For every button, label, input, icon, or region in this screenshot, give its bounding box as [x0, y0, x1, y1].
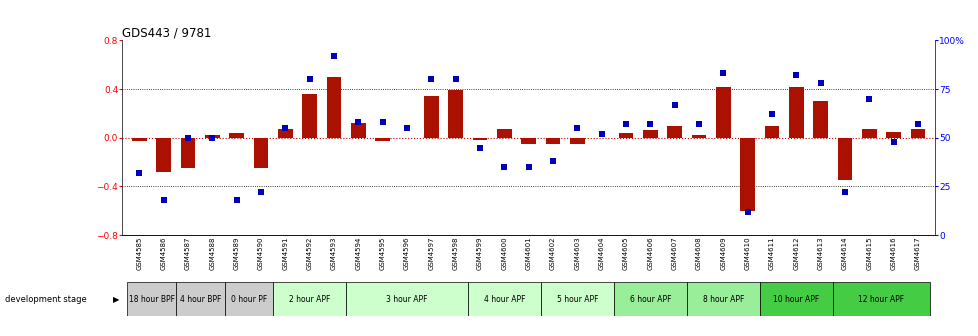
Point	[301, 77, 317, 82]
Bar	[613, 282, 687, 316]
Point	[375, 120, 390, 125]
Bar	[715, 87, 730, 138]
Text: development stage: development stage	[5, 295, 87, 303]
Bar	[832, 282, 929, 316]
Bar	[472, 138, 487, 140]
Point	[594, 131, 609, 136]
Bar	[813, 101, 827, 138]
Bar	[759, 282, 832, 316]
Point	[812, 81, 827, 86]
Point	[277, 125, 292, 131]
Bar	[690, 135, 705, 138]
Text: 12 hour APF: 12 hour APF	[858, 295, 904, 303]
Bar	[127, 282, 176, 316]
Text: ▶: ▶	[112, 295, 119, 303]
Bar	[448, 90, 463, 138]
Bar	[764, 126, 778, 138]
Text: 10 hour APF: 10 hour APF	[773, 295, 819, 303]
Point	[617, 121, 633, 127]
Bar	[204, 135, 219, 138]
Point	[715, 71, 731, 76]
Bar	[618, 133, 633, 138]
Point	[642, 121, 657, 127]
Point	[666, 102, 682, 107]
Point	[131, 170, 147, 175]
Point	[545, 159, 560, 164]
Bar	[156, 138, 171, 172]
Text: 18 hour BPF: 18 hour BPF	[128, 295, 174, 303]
Bar	[423, 96, 438, 138]
Bar	[176, 282, 224, 316]
Text: 5 hour APF: 5 hour APF	[556, 295, 598, 303]
Point	[520, 164, 536, 170]
Text: 4 hour APF: 4 hour APF	[483, 295, 524, 303]
Point	[253, 190, 269, 195]
Bar	[667, 126, 682, 138]
Point	[739, 209, 755, 214]
Bar	[885, 132, 900, 138]
Bar	[278, 129, 292, 138]
Bar	[253, 138, 268, 168]
Bar	[837, 138, 852, 180]
Bar	[346, 282, 467, 316]
Bar	[739, 138, 754, 211]
Point	[885, 139, 901, 144]
Point	[326, 53, 341, 58]
Point	[787, 73, 803, 78]
Bar	[545, 138, 559, 144]
Text: 0 hour PF: 0 hour PF	[231, 295, 267, 303]
Bar	[569, 138, 584, 144]
Bar	[375, 138, 389, 141]
Text: 4 hour BPF: 4 hour BPF	[179, 295, 221, 303]
Bar	[132, 138, 147, 141]
Bar	[273, 282, 346, 316]
Bar	[540, 282, 613, 316]
Point	[910, 121, 925, 127]
Bar	[643, 130, 657, 138]
Point	[836, 190, 852, 195]
Text: 8 hour APF: 8 hour APF	[702, 295, 743, 303]
Bar	[302, 94, 317, 138]
Text: 3 hour APF: 3 hour APF	[386, 295, 427, 303]
Point	[350, 120, 366, 125]
Point	[690, 121, 706, 127]
Bar	[327, 77, 341, 138]
Point	[229, 198, 244, 203]
Bar	[181, 138, 196, 168]
Point	[447, 77, 463, 82]
Bar	[224, 282, 273, 316]
Point	[180, 135, 196, 140]
Bar	[229, 133, 244, 138]
Point	[204, 135, 220, 140]
Bar	[687, 282, 759, 316]
Point	[471, 145, 487, 150]
Bar	[497, 129, 511, 138]
Bar	[788, 87, 803, 138]
Point	[861, 96, 876, 101]
Point	[569, 125, 585, 131]
Point	[764, 112, 779, 117]
Text: 6 hour APF: 6 hour APF	[629, 295, 670, 303]
Point	[496, 164, 511, 170]
Text: GDS443 / 9781: GDS443 / 9781	[122, 26, 211, 39]
Bar	[861, 129, 875, 138]
Bar	[910, 129, 924, 138]
Text: 2 hour APF: 2 hour APF	[289, 295, 330, 303]
Point	[156, 198, 171, 203]
Bar	[521, 138, 535, 144]
Point	[423, 77, 439, 82]
Bar	[467, 282, 540, 316]
Bar	[351, 123, 366, 138]
Point	[399, 125, 415, 131]
